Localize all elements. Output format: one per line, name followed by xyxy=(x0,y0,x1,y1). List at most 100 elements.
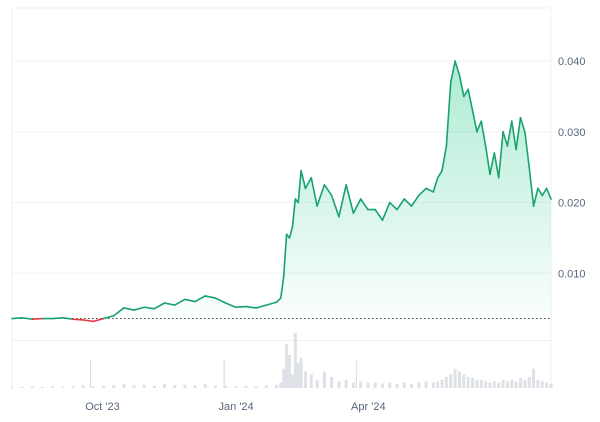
data-point xyxy=(450,81,452,83)
volume-bar xyxy=(10,386,14,388)
data-point xyxy=(316,205,318,207)
volume-bar xyxy=(309,374,313,388)
price-segment-up xyxy=(163,302,176,306)
data-point xyxy=(102,317,105,320)
data-point xyxy=(389,201,391,204)
price-segment-up xyxy=(381,201,391,222)
volume-bar xyxy=(61,386,65,388)
price-segment-up xyxy=(62,317,74,321)
data-point xyxy=(265,304,267,306)
price-segment-up xyxy=(279,276,285,299)
price-segment-up xyxy=(153,302,166,310)
data-point xyxy=(300,170,302,172)
volume-bar xyxy=(290,374,294,388)
price-segment-up xyxy=(410,194,420,207)
data-point xyxy=(493,152,495,154)
data-point xyxy=(498,177,500,179)
volume-bar xyxy=(315,379,319,388)
volume-bar xyxy=(527,377,531,388)
volume-bar xyxy=(279,382,283,388)
y-tick-label: 0.020 xyxy=(558,198,586,210)
data-point xyxy=(224,302,227,304)
data-point xyxy=(310,177,312,179)
data-point xyxy=(515,148,517,151)
data-point xyxy=(367,209,369,211)
price-segment-up xyxy=(234,305,247,309)
data-point xyxy=(345,184,347,186)
price-segment-up xyxy=(519,116,526,133)
y-tick-label: 0.010 xyxy=(558,268,586,280)
volume-bar xyxy=(366,382,370,388)
volume-bar xyxy=(436,381,440,388)
volume-bar xyxy=(449,374,453,388)
volume-bar xyxy=(287,355,291,388)
data-point xyxy=(31,318,33,320)
price-segment-up xyxy=(403,198,413,207)
price-segment-up xyxy=(323,184,333,197)
volume-bar xyxy=(395,383,399,388)
volume-bar xyxy=(322,371,326,388)
volume-bar xyxy=(20,386,24,388)
volume-bar xyxy=(501,379,505,388)
volume-bar xyxy=(152,385,156,388)
price-segment-up xyxy=(352,198,362,214)
volume-bar xyxy=(303,371,307,388)
price-segment-up xyxy=(510,120,517,151)
volume-bar xyxy=(234,386,238,388)
volume-bar xyxy=(505,381,509,388)
data-point xyxy=(82,319,84,321)
data-point xyxy=(184,298,186,301)
price-segment-up xyxy=(359,198,369,211)
volume-bar xyxy=(102,385,106,388)
data-point xyxy=(506,145,509,147)
volume-bar xyxy=(444,377,448,388)
price-segment-down xyxy=(72,318,84,321)
volume-bar xyxy=(30,386,34,388)
data-point xyxy=(480,120,482,122)
data-point xyxy=(153,308,155,310)
volume-bar xyxy=(173,385,177,388)
price-segment-up xyxy=(515,116,522,151)
data-point xyxy=(528,166,530,168)
price-segment-up xyxy=(417,187,427,197)
volume-bar xyxy=(112,385,116,388)
price-segment-up xyxy=(123,307,135,311)
volume-bar xyxy=(285,344,289,388)
data-point xyxy=(524,131,526,133)
data-point xyxy=(92,320,94,322)
data-point xyxy=(403,198,405,200)
volume-bar xyxy=(296,363,300,388)
price-segment-up xyxy=(532,187,539,207)
data-point xyxy=(283,276,285,278)
data-point xyxy=(285,233,288,235)
price-segment-up xyxy=(374,208,384,222)
data-point xyxy=(550,198,552,200)
price-segment-up xyxy=(528,166,535,207)
data-point xyxy=(280,297,282,299)
price-area-fill xyxy=(12,61,551,319)
volume-bar xyxy=(264,385,268,388)
data-point xyxy=(297,201,299,204)
price-segment-up xyxy=(432,176,439,193)
price-segment-up xyxy=(489,152,496,176)
data-point xyxy=(541,194,543,197)
volume-bar xyxy=(492,381,496,388)
data-point xyxy=(489,173,491,175)
data-point xyxy=(204,295,206,297)
volume-bar xyxy=(193,385,197,388)
volume-bar xyxy=(142,384,146,388)
data-point xyxy=(467,88,469,90)
data-point xyxy=(437,177,439,179)
data-point xyxy=(41,317,44,320)
y-axis-labels: 0.010 0.020 0.030 0.040 xyxy=(558,56,586,280)
volume-bars xyxy=(10,333,553,388)
volume-bar xyxy=(540,381,544,388)
volume-bar xyxy=(549,383,553,388)
data-point xyxy=(21,317,23,319)
price-segment-up xyxy=(537,187,544,197)
data-point xyxy=(194,300,196,303)
price-segment-up xyxy=(436,169,443,179)
price-segment-up xyxy=(506,120,513,147)
price-segment-up xyxy=(275,297,282,304)
